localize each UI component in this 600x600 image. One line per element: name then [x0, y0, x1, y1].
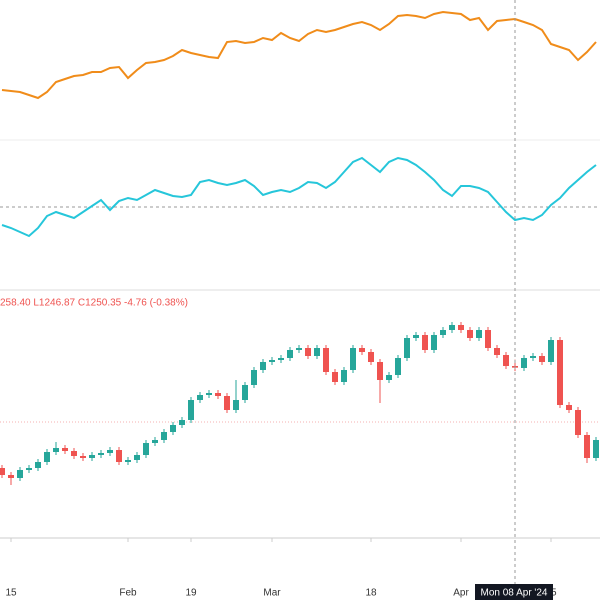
candle-body [98, 453, 104, 455]
candle-body [269, 360, 275, 362]
candle-body [134, 455, 140, 460]
candle-body [170, 425, 176, 432]
candle-body [404, 338, 410, 358]
candle-body [566, 405, 572, 410]
candle-body [251, 370, 257, 385]
candle-body [593, 440, 599, 458]
candle-body [485, 330, 491, 348]
candle-body [197, 395, 203, 400]
candle-body [359, 348, 365, 352]
crosshair-label-box [475, 584, 553, 600]
candle-body [17, 470, 23, 478]
candle-body [62, 448, 68, 451]
candle-body [503, 355, 509, 366]
candle-body [341, 370, 347, 382]
candle-body [242, 385, 248, 400]
candle-body [314, 348, 320, 356]
candle-body [260, 362, 266, 370]
candle-body [53, 448, 59, 452]
candle-body [494, 348, 500, 355]
candle-body [368, 352, 374, 362]
candle-body [278, 358, 284, 360]
candle-body [458, 325, 464, 330]
candle-body [8, 475, 14, 478]
candle-body [80, 456, 86, 458]
candle-body [377, 362, 383, 380]
candle-body [449, 325, 455, 330]
x-tick-label: Apr [453, 588, 469, 599]
candle-body [0, 468, 5, 475]
line-series [1, 156, 597, 238]
candle-body [206, 393, 212, 395]
candle-body [179, 420, 185, 425]
candle-body [188, 400, 194, 420]
x-tick-label: Feb [119, 588, 137, 599]
candle-body [116, 450, 122, 462]
candle-body [476, 330, 482, 338]
line-series [1, 10, 597, 100]
x-tick-label: 18 [365, 588, 377, 599]
candle-body [557, 340, 563, 405]
candle-body [422, 335, 428, 350]
candle-body [386, 375, 392, 380]
crosshair-label: Mon 08 Apr '24 [481, 588, 548, 599]
candle-body [287, 350, 293, 358]
candle-body [395, 358, 401, 375]
x-tick-label: Mar [263, 588, 281, 599]
candle-body [161, 432, 167, 440]
candle-body [233, 400, 239, 410]
candle-body [530, 356, 536, 358]
candle-body [440, 330, 446, 335]
candle-body [107, 450, 113, 453]
candle-body [26, 468, 32, 470]
candle-body [539, 356, 545, 362]
candle-body [431, 335, 437, 350]
candle-body [413, 335, 419, 338]
candle-body [350, 348, 356, 370]
candle-body [323, 348, 329, 372]
candle-body [332, 372, 338, 382]
candle-body [575, 410, 581, 435]
candle-body [548, 340, 554, 362]
candle-body [152, 440, 158, 443]
candle-body [296, 348, 302, 350]
candle-body [215, 393, 221, 396]
candle-body [35, 462, 41, 468]
candle-body [143, 443, 149, 455]
candle-body [125, 460, 131, 462]
candle-body [305, 348, 311, 356]
candle-body [224, 396, 230, 410]
x-tick-label: 15 [5, 588, 17, 599]
x-tick-label: 19 [185, 588, 197, 599]
candle-body [467, 330, 473, 338]
ohlc-legend: 258.40 L1246.87 C1250.35 -4.76 (-0.38%) [0, 298, 188, 309]
candle-body [584, 435, 590, 458]
candle-body [71, 451, 77, 456]
candle-body [89, 455, 95, 458]
candle-body [521, 358, 527, 368]
candle-body [44, 452, 50, 462]
